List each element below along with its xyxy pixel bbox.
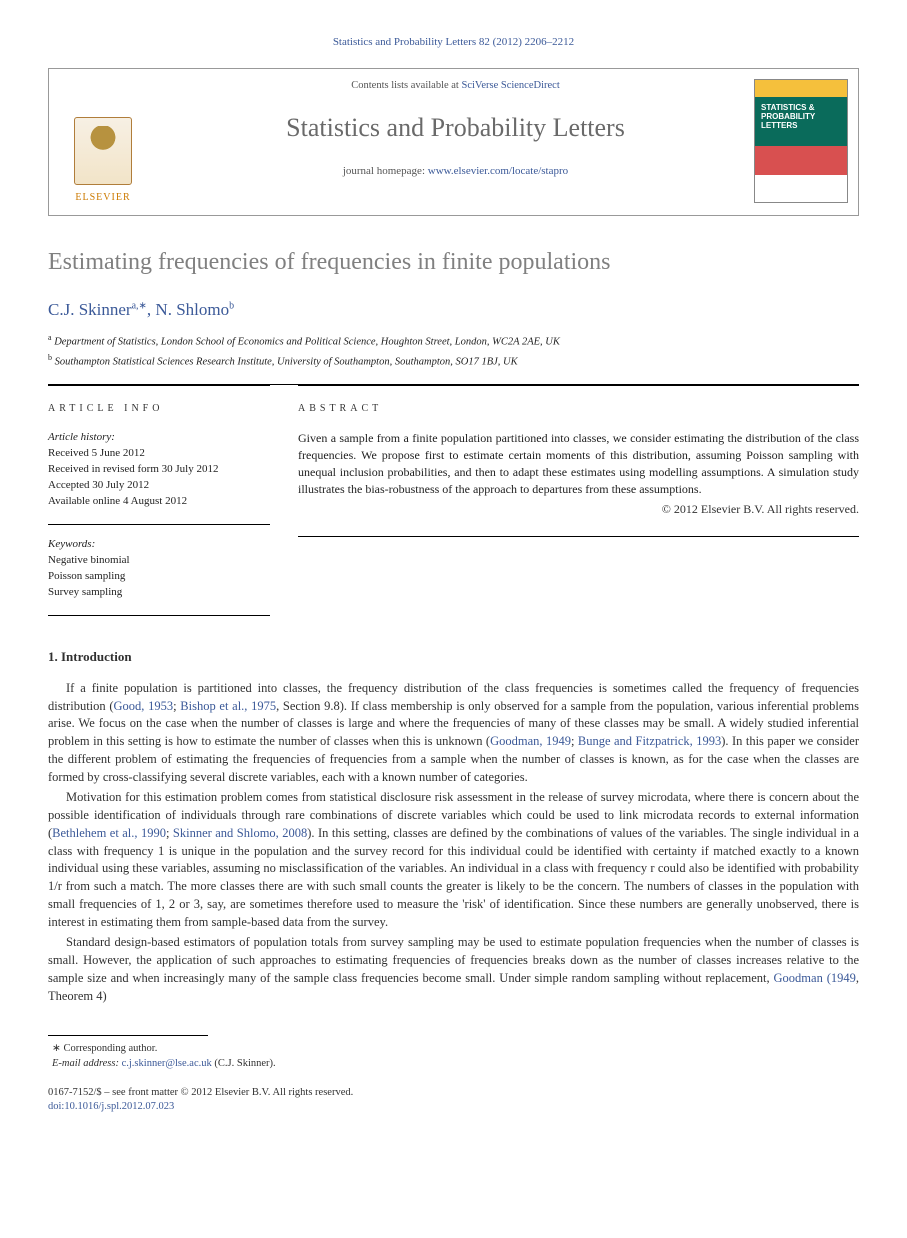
- corr-marker: ∗: [52, 1043, 61, 1054]
- info-abstract-row: article info Article history: Received 5…: [48, 385, 859, 615]
- online-date: Available online 4 August 2012: [48, 495, 187, 507]
- ref-skinner-shlomo-2008[interactable]: Skinner and Shlomo, 2008: [173, 826, 307, 840]
- divider: [298, 536, 859, 537]
- elsevier-wordmark: ELSEVIER: [75, 191, 130, 205]
- sciencedirect-link[interactable]: SciVerse ScienceDirect: [461, 80, 559, 91]
- homepage-prefix: journal homepage:: [343, 165, 428, 177]
- doi-link[interactable]: 10.1016/j.spl.2012.07.023: [64, 1101, 174, 1112]
- p3-text-a: Standard design-based estimators of popu…: [48, 935, 859, 985]
- section-1-heading: 1. Introduction: [48, 648, 859, 666]
- article-title: Estimating frequencies of frequencies in…: [48, 246, 859, 280]
- doi-label[interactable]: doi:: [48, 1101, 64, 1112]
- p1-text-d: ;: [571, 734, 578, 748]
- corr-text: Corresponding author.: [61, 1043, 158, 1054]
- intro-paragraph-2: Motivation for this estimation problem c…: [48, 789, 859, 931]
- issn-copyright-line: 0167-7152/$ – see front matter © 2012 El…: [48, 1086, 859, 1101]
- abstract-copyright: © 2012 Elsevier B.V. All rights reserved…: [298, 501, 859, 518]
- article-history: Article history: Received 5 June 2012 Re…: [48, 430, 270, 510]
- article-info-column: article info Article history: Received 5…: [48, 385, 270, 615]
- ref-goodman-1949-thm4[interactable]: Goodman (1949: [774, 971, 856, 985]
- author-1-sup: a,∗: [132, 300, 147, 311]
- email-footnote: E-mail address: c.j.skinner@lse.ac.uk (C…: [62, 1057, 859, 1072]
- p2-text-b: ;: [166, 826, 173, 840]
- ref-bethlehem-1990[interactable]: Bethlehem et al., 1990: [52, 826, 166, 840]
- journal-name: Statistics and Probability Letters: [157, 110, 754, 146]
- ref-good-1953[interactable]: Good, 1953: [114, 699, 174, 713]
- keywords-block: Keywords: Negative binomial Poisson samp…: [48, 537, 270, 601]
- contents-prefix: Contents lists available at: [351, 80, 461, 91]
- affil-a-text: Department of Statistics, London School …: [52, 336, 560, 347]
- p2-text-c: ). In this setting, classes are defined …: [48, 826, 859, 929]
- author-1: C.J. Skinner: [48, 300, 132, 319]
- header-citation: Statistics and Probability Letters 82 (2…: [48, 35, 859, 50]
- affiliation-a: a Department of Statistics, London Schoo…: [48, 332, 859, 350]
- affiliation-b: b Southampton Statistical Sciences Resea…: [48, 352, 859, 370]
- intro-paragraph-1: If a finite population is partitioned in…: [48, 680, 859, 787]
- homepage-link[interactable]: www.elsevier.com/locate/stapro: [428, 165, 568, 177]
- affil-b-text: Southampton Statistical Sciences Researc…: [52, 356, 518, 367]
- divider: [48, 524, 270, 525]
- history-label: Article history:: [48, 431, 115, 443]
- masthead-center: Contents lists available at SciVerse Sci…: [157, 69, 754, 215]
- received-date: Received 5 June 2012: [48, 447, 145, 459]
- authors-line: C.J. Skinnera,∗, N. Shlomob: [48, 298, 859, 322]
- ref-bishop-1975[interactable]: Bishop et al., 1975: [180, 699, 276, 713]
- abstract-column: abstract Given a sample from a finite po…: [298, 385, 859, 615]
- journal-masthead: ELSEVIER Contents lists available at Sci…: [48, 68, 859, 216]
- keywords-label: Keywords:: [48, 538, 95, 550]
- divider: [48, 615, 270, 616]
- keyword-1: Negative binomial: [48, 554, 130, 566]
- bottom-metadata: 0167-7152/$ – see front matter © 2012 El…: [48, 1086, 859, 1115]
- revised-date: Received in revised form 30 July 2012: [48, 463, 218, 475]
- email-suffix: (C.J. Skinner).: [212, 1058, 276, 1069]
- accepted-date: Accepted 30 July 2012: [48, 479, 149, 491]
- corresponding-author-footnote: ∗ Corresponding author.: [62, 1042, 859, 1057]
- article-info-heading: article info: [48, 402, 270, 416]
- keyword-2: Poisson sampling: [48, 570, 125, 582]
- elsevier-logo: ELSEVIER: [67, 105, 139, 205]
- publisher-logo-area: ELSEVIER: [49, 69, 157, 215]
- cover-title-text: STATISTICS & PROBABILITY LETTERS: [761, 104, 841, 130]
- intro-paragraph-3: Standard design-based estimators of popu…: [48, 934, 859, 1005]
- author-2-sup: b: [229, 300, 234, 311]
- cover-thumbnail-area: STATISTICS & PROBABILITY LETTERS: [754, 69, 858, 215]
- contents-available-line: Contents lists available at SciVerse Sci…: [157, 79, 754, 94]
- ref-bunge-1993[interactable]: Bunge and Fitzpatrick, 1993: [578, 734, 721, 748]
- email-link[interactable]: c.j.skinner@lse.ac.uk: [122, 1058, 212, 1069]
- elsevier-tree-icon: [74, 117, 132, 185]
- email-label: E-mail address:: [52, 1058, 122, 1069]
- ref-goodman-1949[interactable]: Goodman, 1949: [490, 734, 571, 748]
- doi-line: doi:10.1016/j.spl.2012.07.023: [48, 1100, 859, 1115]
- footnote-separator: [48, 1035, 208, 1036]
- author-2: N. Shlomo: [155, 300, 229, 319]
- journal-cover-thumbnail: STATISTICS & PROBABILITY LETTERS: [754, 79, 848, 203]
- homepage-line: journal homepage: www.elsevier.com/locat…: [157, 164, 754, 179]
- abstract-heading: abstract: [298, 402, 859, 416]
- keyword-3: Survey sampling: [48, 586, 122, 598]
- abstract-text: Given a sample from a finite population …: [298, 430, 859, 497]
